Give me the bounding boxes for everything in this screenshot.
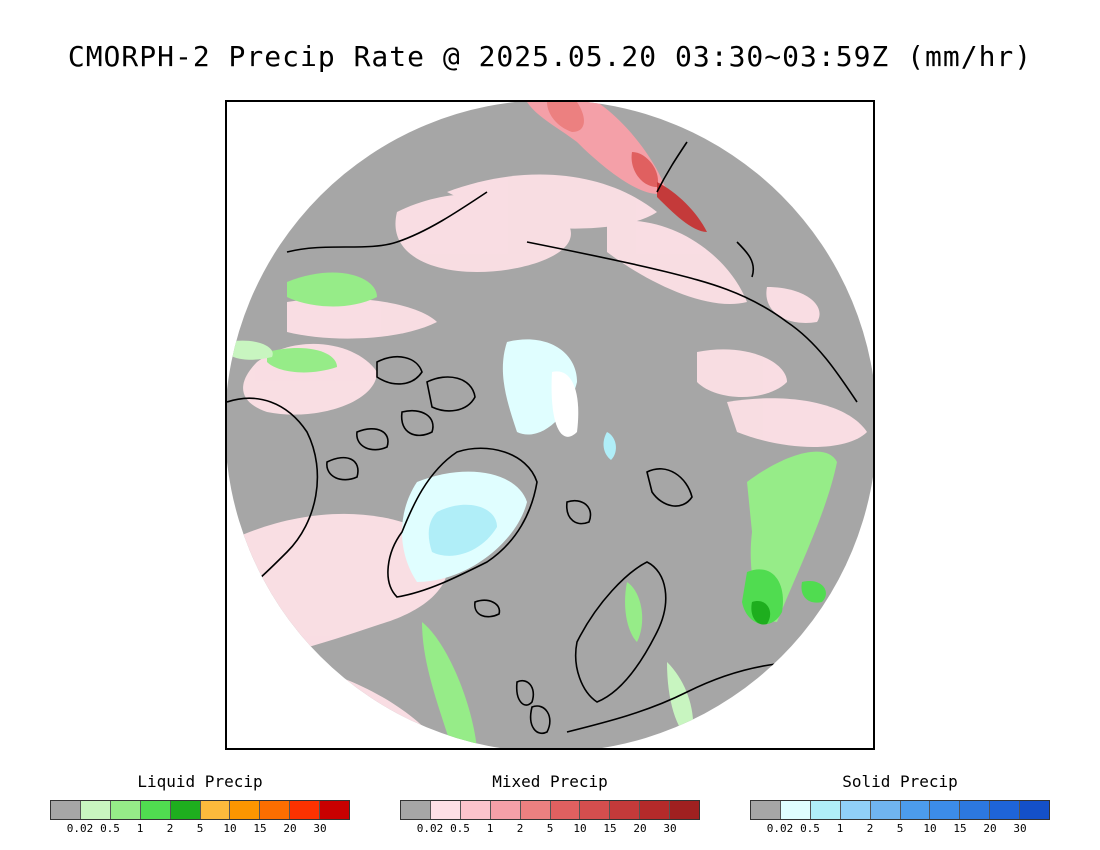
- solid-tick-label: 0.5: [800, 822, 820, 835]
- mixed-swatch-5: [550, 801, 581, 819]
- mixed-precip-legend-title: Mixed Precip: [492, 772, 608, 791]
- liquid-tick-label: 1: [136, 822, 144, 835]
- mixed-swatch-6: [580, 801, 611, 819]
- mixed-tick-label: 15: [603, 822, 617, 835]
- solid-tick-label: 5: [896, 822, 904, 835]
- solid-swatch-6: [930, 801, 961, 819]
- solid-tick-label: 10: [923, 822, 937, 835]
- mixed-swatch-7: [610, 801, 641, 819]
- solid-precip-legend-title: Solid Precip: [842, 772, 958, 791]
- solid-swatch-5: [900, 801, 931, 819]
- liquid-swatch-6: [230, 801, 261, 819]
- liquid-tick-label: 0.5: [100, 822, 120, 835]
- mixed-tick-label: 2: [516, 822, 524, 835]
- mixed-swatch-9: [670, 801, 700, 819]
- mixed-precip-labels: 0.02 0.5 1 2 5 10 15 20 30: [400, 822, 700, 836]
- liquid-tick-label: 2: [166, 822, 174, 835]
- liquid-tick-label: 10: [223, 822, 237, 835]
- liquid-tick-label: 5: [196, 822, 204, 835]
- mixed-tick-label: 0.5: [450, 822, 470, 835]
- solid-swatch-9: [1020, 801, 1050, 819]
- solid-swatch-1: [780, 801, 811, 819]
- mixed-tick-label: 0.02: [416, 822, 444, 835]
- liquid-precip-labels: 0.02 0.5 1 2 5 10 15 20 30: [50, 822, 350, 836]
- mixed-swatch-3: [490, 801, 521, 819]
- mixed-tick-label: 10: [573, 822, 587, 835]
- liquid-tick-label: 15: [253, 822, 267, 835]
- mixed-swatch-8: [640, 801, 671, 819]
- mixed-swatch-1: [430, 801, 461, 819]
- solid-tick-label: 2: [866, 822, 874, 835]
- liquid-precip-colorbar: [50, 800, 350, 820]
- map-title: CMORPH-2 Precip Rate @ 2025.05.20 03:30~…: [67, 40, 1033, 73]
- liquid-swatch-4: [170, 801, 201, 819]
- solid-swatch-8: [990, 801, 1021, 819]
- solid-tick-label: 1: [836, 822, 844, 835]
- liquid-tick-label: 30: [313, 822, 327, 835]
- solid-precip-labels: 0.02 0.5 1 2 5 10 15 20 30: [750, 822, 1050, 836]
- solid-precip-colorbar: [750, 800, 1050, 820]
- liquid-swatch-1: [80, 801, 111, 819]
- liquid-swatch-0: [51, 801, 81, 819]
- liquid-swatch-3: [140, 801, 171, 819]
- mixed-tick-label: 20: [633, 822, 647, 835]
- mixed-swatch-2: [460, 801, 491, 819]
- solid-swatch-2: [810, 801, 841, 819]
- liquid-swatch-7: [260, 801, 291, 819]
- liquid-precip-legend: Liquid Precip 0.02 0.5 1 2 5 10 15 20 30: [50, 772, 350, 836]
- liquid-swatch-9: [320, 801, 350, 819]
- solid-swatch-7: [960, 801, 991, 819]
- solid-swatch-3: [840, 801, 871, 819]
- precip-map: [225, 100, 875, 750]
- solid-tick-label: 0.02: [766, 822, 794, 835]
- solid-swatch-0: [751, 801, 781, 819]
- mixed-tick-label: 1: [486, 822, 494, 835]
- liquid-swatch-2: [110, 801, 141, 819]
- liquid-precip-areas: [227, 272, 837, 748]
- mixed-tick-label: 30: [663, 822, 677, 835]
- solid-precip-legend: Solid Precip 0.02 0.5 1 2 5 10 15 20 30: [750, 772, 1050, 836]
- solid-swatch-4: [870, 801, 901, 819]
- liquid-swatch-5: [200, 801, 231, 819]
- mixed-precip-heavy: [527, 102, 707, 232]
- solid-tick-label: 30: [1013, 822, 1027, 835]
- mixed-swatch-0: [401, 801, 431, 819]
- mixed-precip-colorbar: [400, 800, 700, 820]
- liquid-precip-legend-title: Liquid Precip: [137, 772, 263, 791]
- solid-tick-label: 20: [983, 822, 997, 835]
- liquid-tick-label: 20: [283, 822, 297, 835]
- solid-precip-areas: [402, 339, 616, 582]
- coastlines: [227, 141, 858, 734]
- mixed-tick-label: 5: [546, 822, 554, 835]
- solid-tick-label: 15: [953, 822, 967, 835]
- mixed-swatch-4: [520, 801, 551, 819]
- mixed-precip-legend: Mixed Precip 0.02 0.5 1 2 5 10 15 20 30: [400, 772, 700, 836]
- polar-precip-map: [227, 102, 873, 748]
- liquid-tick-label: 0.02: [66, 822, 94, 835]
- liquid-swatch-8: [290, 801, 321, 819]
